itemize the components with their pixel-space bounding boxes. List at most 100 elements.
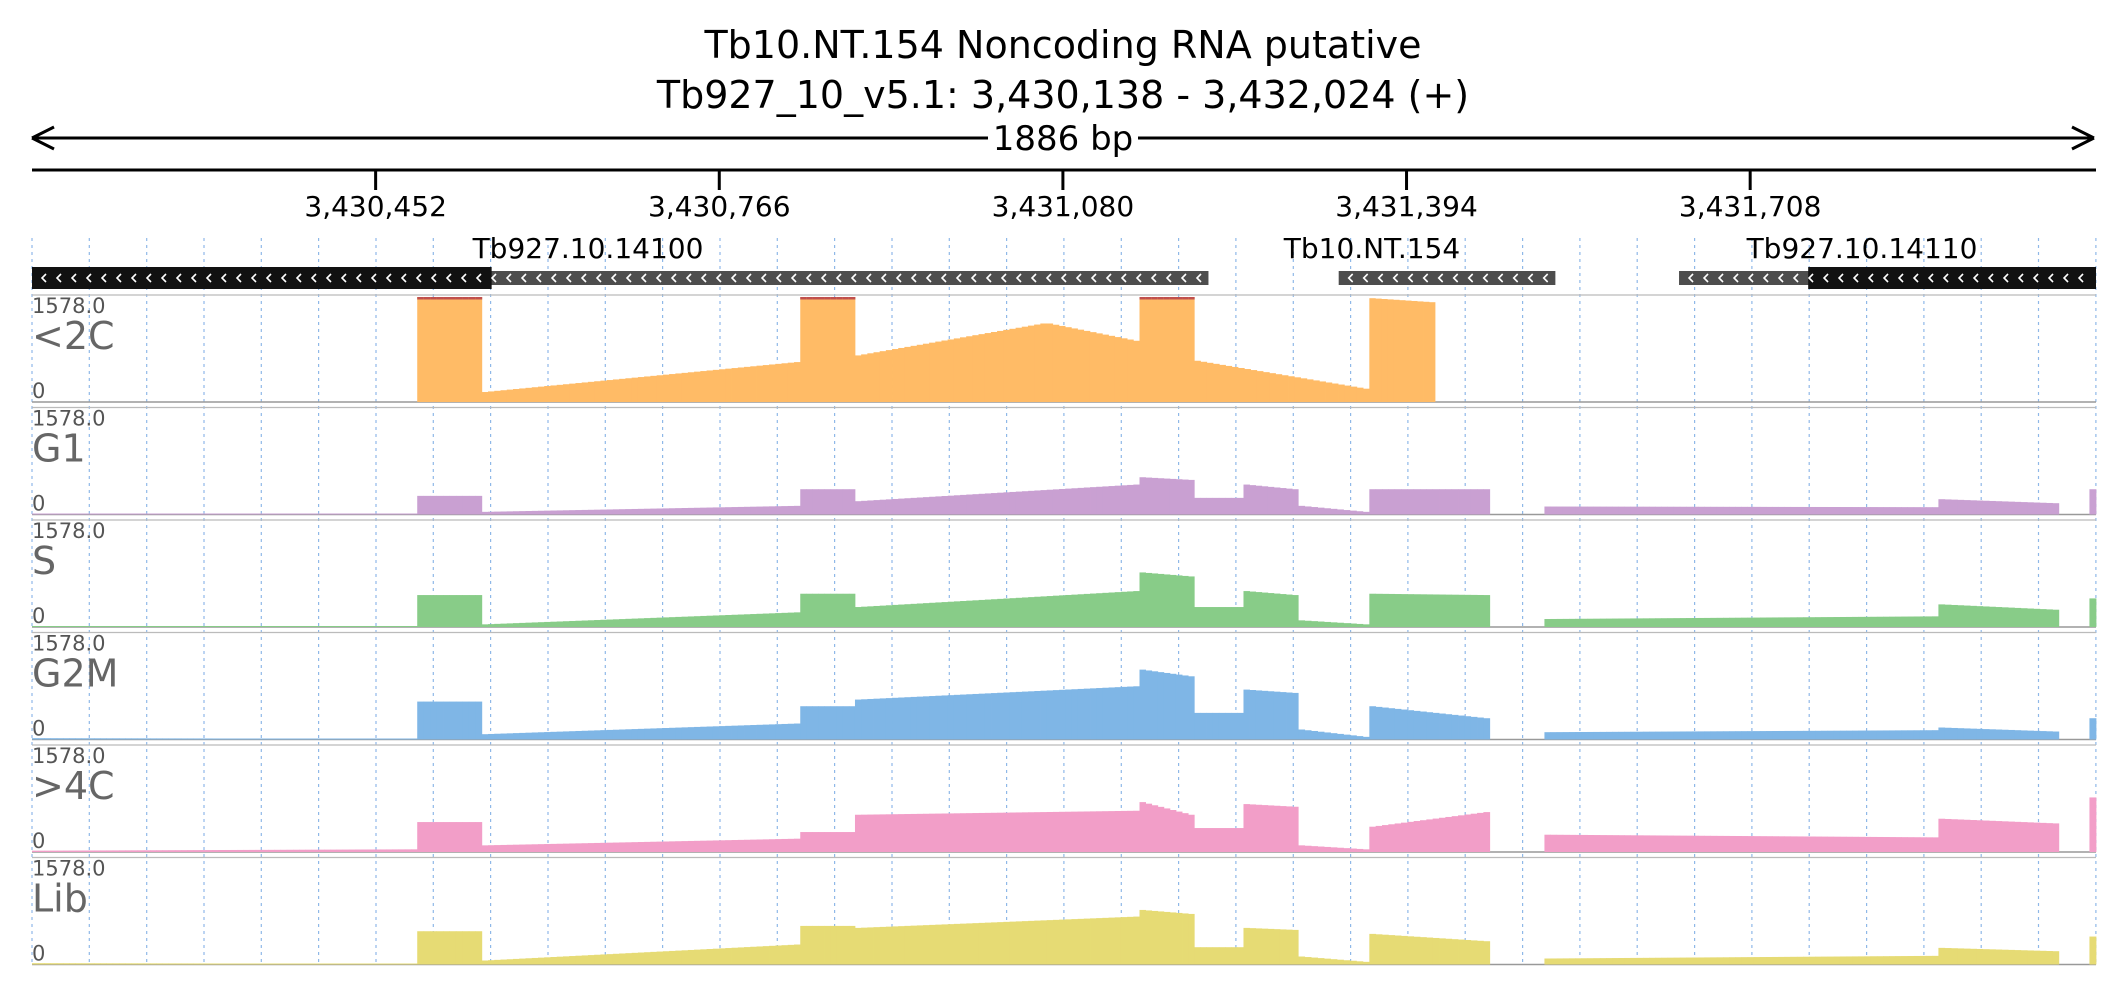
coverage-bar: [1796, 836, 1804, 852]
coverage-bar: [873, 500, 881, 515]
coverage-bar: [1630, 618, 1638, 627]
coverage-bar: [1895, 616, 1902, 627]
coverage-bar: [1369, 489, 1377, 515]
coverage-bar: [941, 924, 949, 965]
coverage-bar: [867, 927, 874, 965]
coverage-bar: [348, 738, 356, 740]
coverage-bar: [669, 374, 676, 402]
coverage-bar: [317, 849, 325, 852]
coverage-bar: [174, 626, 182, 627]
coverage-bar: [2039, 609, 2047, 627]
coverage-bar: [1279, 488, 1287, 515]
coverage-bar: [423, 822, 431, 852]
coverage-bar: [1267, 928, 1275, 965]
coverage-bar: [1464, 716, 1472, 740]
coverage-bar: [1982, 949, 1990, 965]
coverage-bar: [367, 738, 375, 740]
coverage-bar: [404, 849, 412, 852]
coverage-bar: [806, 706, 813, 740]
coverage-bar: [762, 365, 770, 402]
coverage-bar: [1298, 505, 1306, 515]
coverage-bar: [1919, 616, 1927, 627]
coverage-bar: [662, 951, 670, 965]
strand-arrow-icon: [265, 273, 272, 283]
coverage-bar: [143, 626, 151, 627]
coverage-bar: [1356, 736, 1364, 740]
coverage-bar: [1747, 957, 1755, 965]
coverage-bar: [800, 925, 807, 965]
coverage-bar: [910, 345, 918, 402]
coverage-bar: [1833, 730, 1841, 740]
coverage-bar: [997, 598, 1004, 627]
strand-arrow-icon: [1030, 273, 1037, 283]
coverage-bar: [1716, 957, 1724, 965]
coverage-bar: [972, 693, 980, 740]
clip-indicator: [1139, 297, 1146, 300]
coverage-bar: [1901, 837, 1909, 852]
coverage-bar: [1175, 912, 1183, 965]
coverage-bar: [806, 593, 813, 627]
coverage-bar: [892, 349, 899, 402]
coverage-bar: [1753, 617, 1761, 627]
clip-indicator: [1175, 297, 1183, 300]
coverage-bar: [2014, 821, 2022, 852]
coverage-bar: [1883, 956, 1890, 965]
coverage-bar: [612, 619, 620, 627]
coverage-bar: [556, 384, 564, 402]
coverage-bar: [935, 341, 942, 402]
coverage-bar: [430, 595, 437, 627]
coverage-bar: [787, 362, 795, 402]
coverage-bar: [243, 513, 250, 515]
coverage-bar: [1077, 594, 1085, 627]
strand-arrow-icon: [340, 273, 347, 283]
strand-arrow-icon: [1497, 273, 1504, 283]
axis-tick-label: 3,431,080: [992, 190, 1135, 223]
coverage-bar: [1163, 911, 1171, 965]
coverage-bar: [923, 925, 930, 965]
coverage-bar: [1821, 617, 1829, 627]
coverage-bar: [475, 297, 483, 402]
coverage-bar: [1169, 297, 1177, 402]
coverage-bar: [1145, 803, 1153, 852]
coverage-bar: [1188, 479, 1195, 515]
coverage-bar: [125, 513, 132, 515]
clip-indicator: [1145, 297, 1153, 300]
coverage-bar: [305, 963, 312, 965]
strand-arrow-icon: [460, 273, 467, 283]
coverage-bar: [430, 822, 437, 852]
coverage-bar: [587, 381, 595, 402]
coverage-bar: [1151, 910, 1159, 965]
strand-arrow-icon: [40, 273, 47, 283]
coverage-bar: [675, 727, 683, 740]
coverage-bar: [1420, 489, 1427, 515]
coverage-bar: [562, 731, 570, 740]
coverage-bar: [1212, 363, 1220, 402]
coverage-bar: [1963, 819, 1971, 852]
coverage-bar: [885, 926, 893, 965]
coverage-bar: [1919, 955, 1927, 965]
coverage-bar: [1083, 811, 1091, 852]
coverage-bar: [818, 832, 825, 852]
coverage-bar: [32, 626, 39, 627]
coverage-bar: [1362, 511, 1370, 515]
coverage-bar: [556, 621, 564, 627]
coverage-bar: [143, 738, 151, 740]
coverage-bar: [1944, 604, 1952, 627]
coverage-bar: [1145, 572, 1153, 627]
coverage-bar: [550, 510, 558, 515]
coverage-bar: [1413, 821, 1421, 852]
strand-arrow-icon: [1150, 273, 1157, 283]
coverage-bar: [600, 730, 608, 740]
strand-arrow-icon: [1015, 273, 1022, 283]
coverage-bar: [1292, 489, 1299, 515]
coverage-bar: [38, 738, 45, 740]
coverage-bar: [675, 616, 683, 627]
coverage-bar: [1926, 616, 1933, 627]
coverage-bar: [587, 955, 595, 965]
coverage-bar: [212, 626, 219, 627]
coverage-bar: [1399, 300, 1406, 402]
coverage-bar: [762, 724, 770, 740]
coverage-bar: [87, 626, 95, 627]
coverage-bar: [449, 822, 457, 852]
coverage-bar: [1932, 616, 1939, 627]
